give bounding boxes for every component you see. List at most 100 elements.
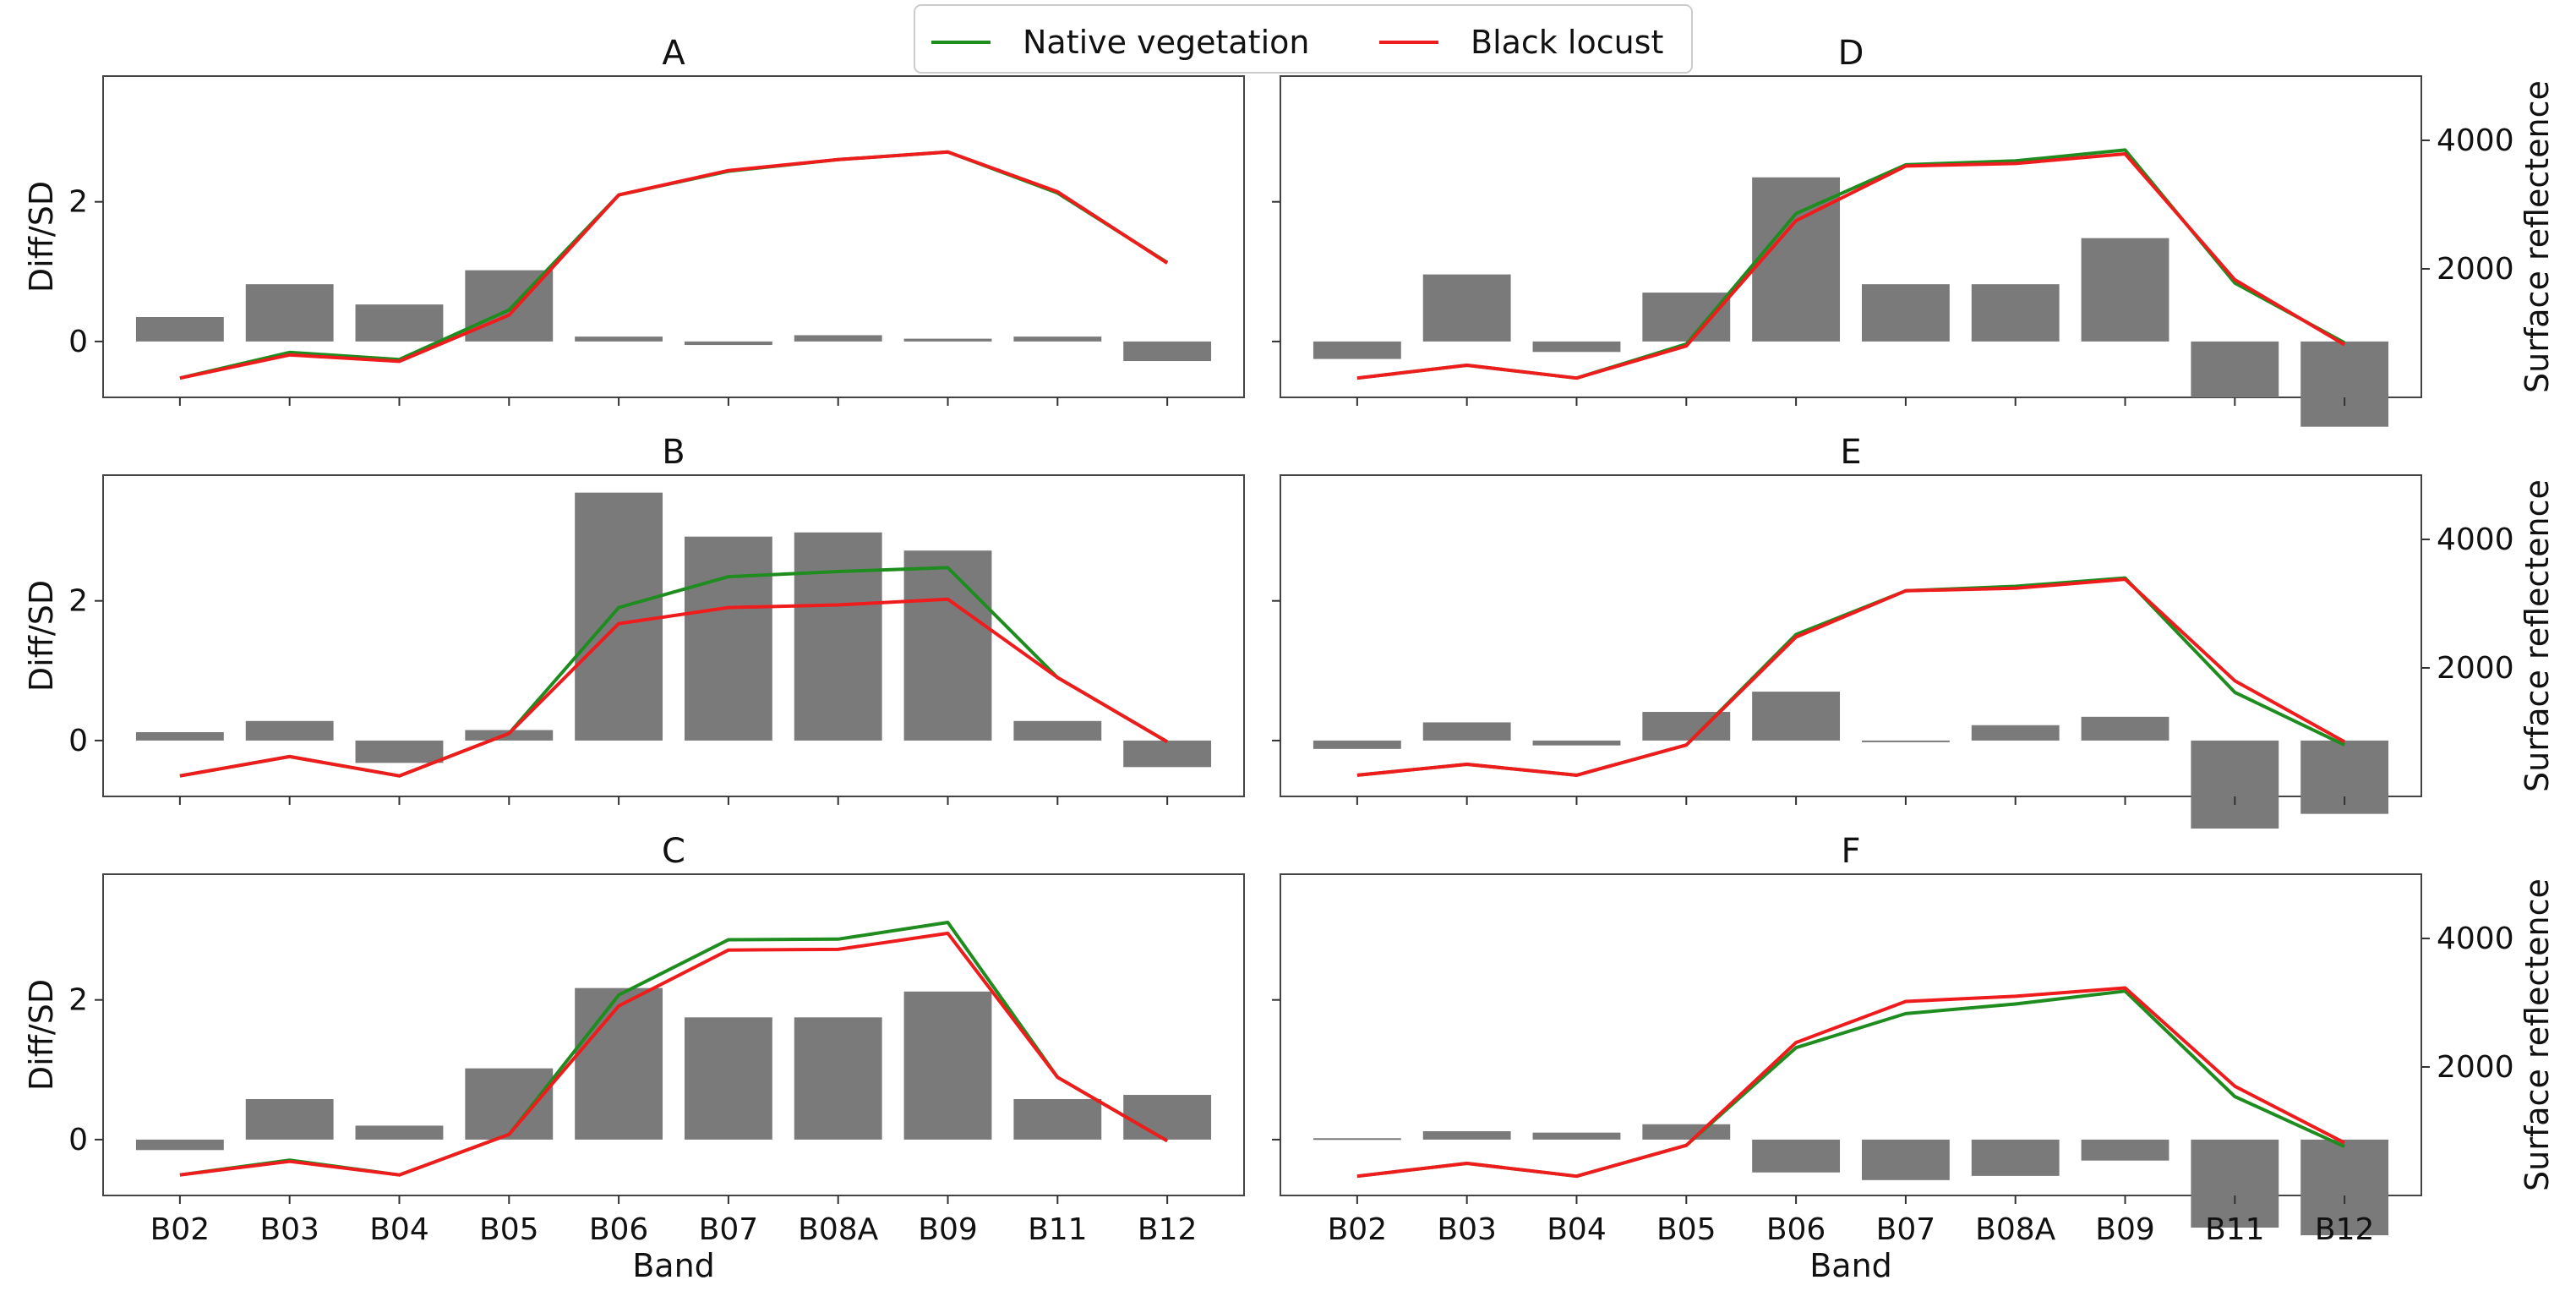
x-tick-label-B02: B02 bbox=[1328, 1212, 1388, 1247]
plot-frame bbox=[102, 873, 1245, 1196]
series-line-locust bbox=[1356, 986, 2346, 1179]
series-line-native bbox=[179, 150, 1169, 380]
bar-B02 bbox=[135, 317, 224, 342]
panel-D: D 2000 4000 Surface reflectence bbox=[1272, 34, 2556, 427]
y-right-tick-label: 2000 bbox=[2437, 252, 2514, 287]
bar-B08A bbox=[794, 532, 882, 741]
bar-B02 bbox=[1313, 1138, 1401, 1141]
x-tick-label-B04: B04 bbox=[1547, 1212, 1607, 1247]
bar-B03 bbox=[245, 1099, 334, 1140]
series-line-locust bbox=[1356, 152, 2346, 380]
plot-frame bbox=[102, 75, 1245, 398]
bar-B06 bbox=[1752, 177, 1841, 342]
bar-B04 bbox=[1532, 341, 1621, 353]
bar-B12 bbox=[1123, 740, 1212, 768]
panel-title: A bbox=[662, 34, 685, 73]
bar-B08A bbox=[1971, 725, 2060, 741]
bar-B06 bbox=[575, 336, 663, 342]
y-tick-label: 0 bbox=[68, 724, 88, 758]
bar-B04 bbox=[1532, 1132, 1621, 1140]
series-line-locust bbox=[1356, 577, 2346, 777]
series-line-locust bbox=[179, 931, 1169, 1177]
bar-B05 bbox=[465, 1068, 554, 1140]
plot-frame bbox=[1280, 75, 2422, 398]
series-line-locust bbox=[179, 597, 1169, 778]
x-tick-label-B06: B06 bbox=[589, 1212, 649, 1247]
bar-B09 bbox=[903, 550, 992, 741]
y-right-tick-label: 2000 bbox=[2437, 1050, 2514, 1085]
legend-box bbox=[914, 4, 1693, 74]
bar-B09 bbox=[2081, 238, 2169, 342]
plot-frame bbox=[102, 474, 1245, 797]
series-line-locust bbox=[179, 150, 1169, 380]
bar-B06 bbox=[1752, 692, 1841, 741]
bar-B03 bbox=[245, 284, 334, 342]
bar-B02 bbox=[1313, 740, 1401, 749]
bar-B07 bbox=[684, 341, 772, 346]
bar-B05 bbox=[1642, 293, 1731, 342]
x-tick-label-B03: B03 bbox=[1437, 1212, 1497, 1247]
y-axis-label: Diff/SD bbox=[23, 181, 60, 293]
bar-B03 bbox=[1422, 1131, 1511, 1140]
bar-B07 bbox=[1861, 284, 1950, 342]
y-right-axis-label: Surface reflectence bbox=[2519, 878, 2556, 1191]
legend: Native vegetation Black locust bbox=[914, 4, 1693, 74]
x-tick-label-B06: B06 bbox=[1766, 1212, 1826, 1247]
x-axis-label: Band bbox=[632, 1247, 715, 1284]
x-tick-label-B04: B04 bbox=[369, 1212, 429, 1247]
x-tick-label-B07: B07 bbox=[699, 1212, 759, 1247]
x-tick-label-B09: B09 bbox=[2095, 1212, 2155, 1247]
bar-B12 bbox=[1123, 1095, 1212, 1140]
panel-F: F B02 B03 B04 B05 B06 B07 B08A B09 B11 B12 Band 2000… bbox=[1272, 832, 2556, 1284]
bar-B06 bbox=[575, 987, 663, 1140]
bar-B11 bbox=[1013, 336, 1102, 342]
x-tick-label-B03: B03 bbox=[259, 1212, 319, 1247]
panel-title: E bbox=[1840, 433, 1861, 472]
panel-title: F bbox=[1841, 832, 1860, 871]
bar-B03 bbox=[1422, 274, 1511, 342]
bar-B12 bbox=[1123, 341, 1212, 362]
panel-title: C bbox=[662, 832, 685, 871]
bar-B07 bbox=[684, 1017, 772, 1140]
y-tick-label: 2 bbox=[68, 983, 88, 1018]
legend-label-native: Native vegetation bbox=[1023, 24, 1309, 61]
bar-B11 bbox=[1013, 1099, 1102, 1140]
bar-B04 bbox=[1532, 740, 1621, 746]
bar-B06 bbox=[1752, 1139, 1841, 1173]
bar-B05 bbox=[1642, 1124, 1731, 1140]
x-tick-label-B09: B09 bbox=[918, 1212, 978, 1247]
bar-B03 bbox=[245, 720, 334, 741]
bar-B11 bbox=[2191, 341, 2279, 397]
x-tick-label-B08A: B08A bbox=[798, 1212, 879, 1247]
bar-B02 bbox=[135, 732, 224, 741]
x-tick-label-B07: B07 bbox=[1876, 1212, 1936, 1247]
plot-frame bbox=[1280, 474, 2422, 797]
x-tick-label-B05: B05 bbox=[479, 1212, 539, 1247]
bar-B08A bbox=[1971, 1139, 2060, 1176]
panel-title: D bbox=[1838, 34, 1864, 73]
bar-B05 bbox=[465, 730, 554, 741]
bar-B12 bbox=[2300, 1139, 2389, 1236]
y-right-tick-label: 2000 bbox=[2437, 651, 2514, 686]
y-right-tick-label: 4000 bbox=[2437, 522, 2514, 557]
bar-B07 bbox=[1861, 740, 1950, 742]
panel-E: E 2000 4000 Surface reflectence bbox=[1272, 433, 2556, 829]
bar-B09 bbox=[2081, 716, 2169, 741]
y-tick-label: 0 bbox=[68, 325, 88, 359]
x-tick-label-B05: B05 bbox=[1656, 1212, 1716, 1247]
bar-B08A bbox=[1971, 284, 2060, 342]
x-tick-label-B02: B02 bbox=[150, 1212, 210, 1247]
x-tick-label-B08A: B08A bbox=[1975, 1212, 2056, 1247]
bar-B07 bbox=[684, 536, 772, 741]
x-tick-label-B12: B12 bbox=[1138, 1212, 1198, 1247]
x-tick-label-B11: B11 bbox=[1028, 1212, 1088, 1247]
bar-B11 bbox=[2191, 740, 2279, 829]
panel-title: B bbox=[662, 433, 685, 472]
bar-B04 bbox=[355, 740, 444, 763]
bar-B04 bbox=[355, 1125, 444, 1140]
bar-B07 bbox=[1861, 1139, 1950, 1180]
bar-B12 bbox=[2300, 341, 2389, 427]
